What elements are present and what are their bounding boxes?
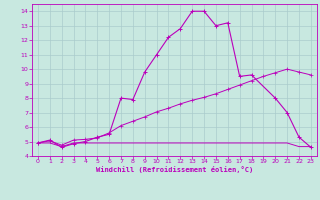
- X-axis label: Windchill (Refroidissement éolien,°C): Windchill (Refroidissement éolien,°C): [96, 166, 253, 173]
